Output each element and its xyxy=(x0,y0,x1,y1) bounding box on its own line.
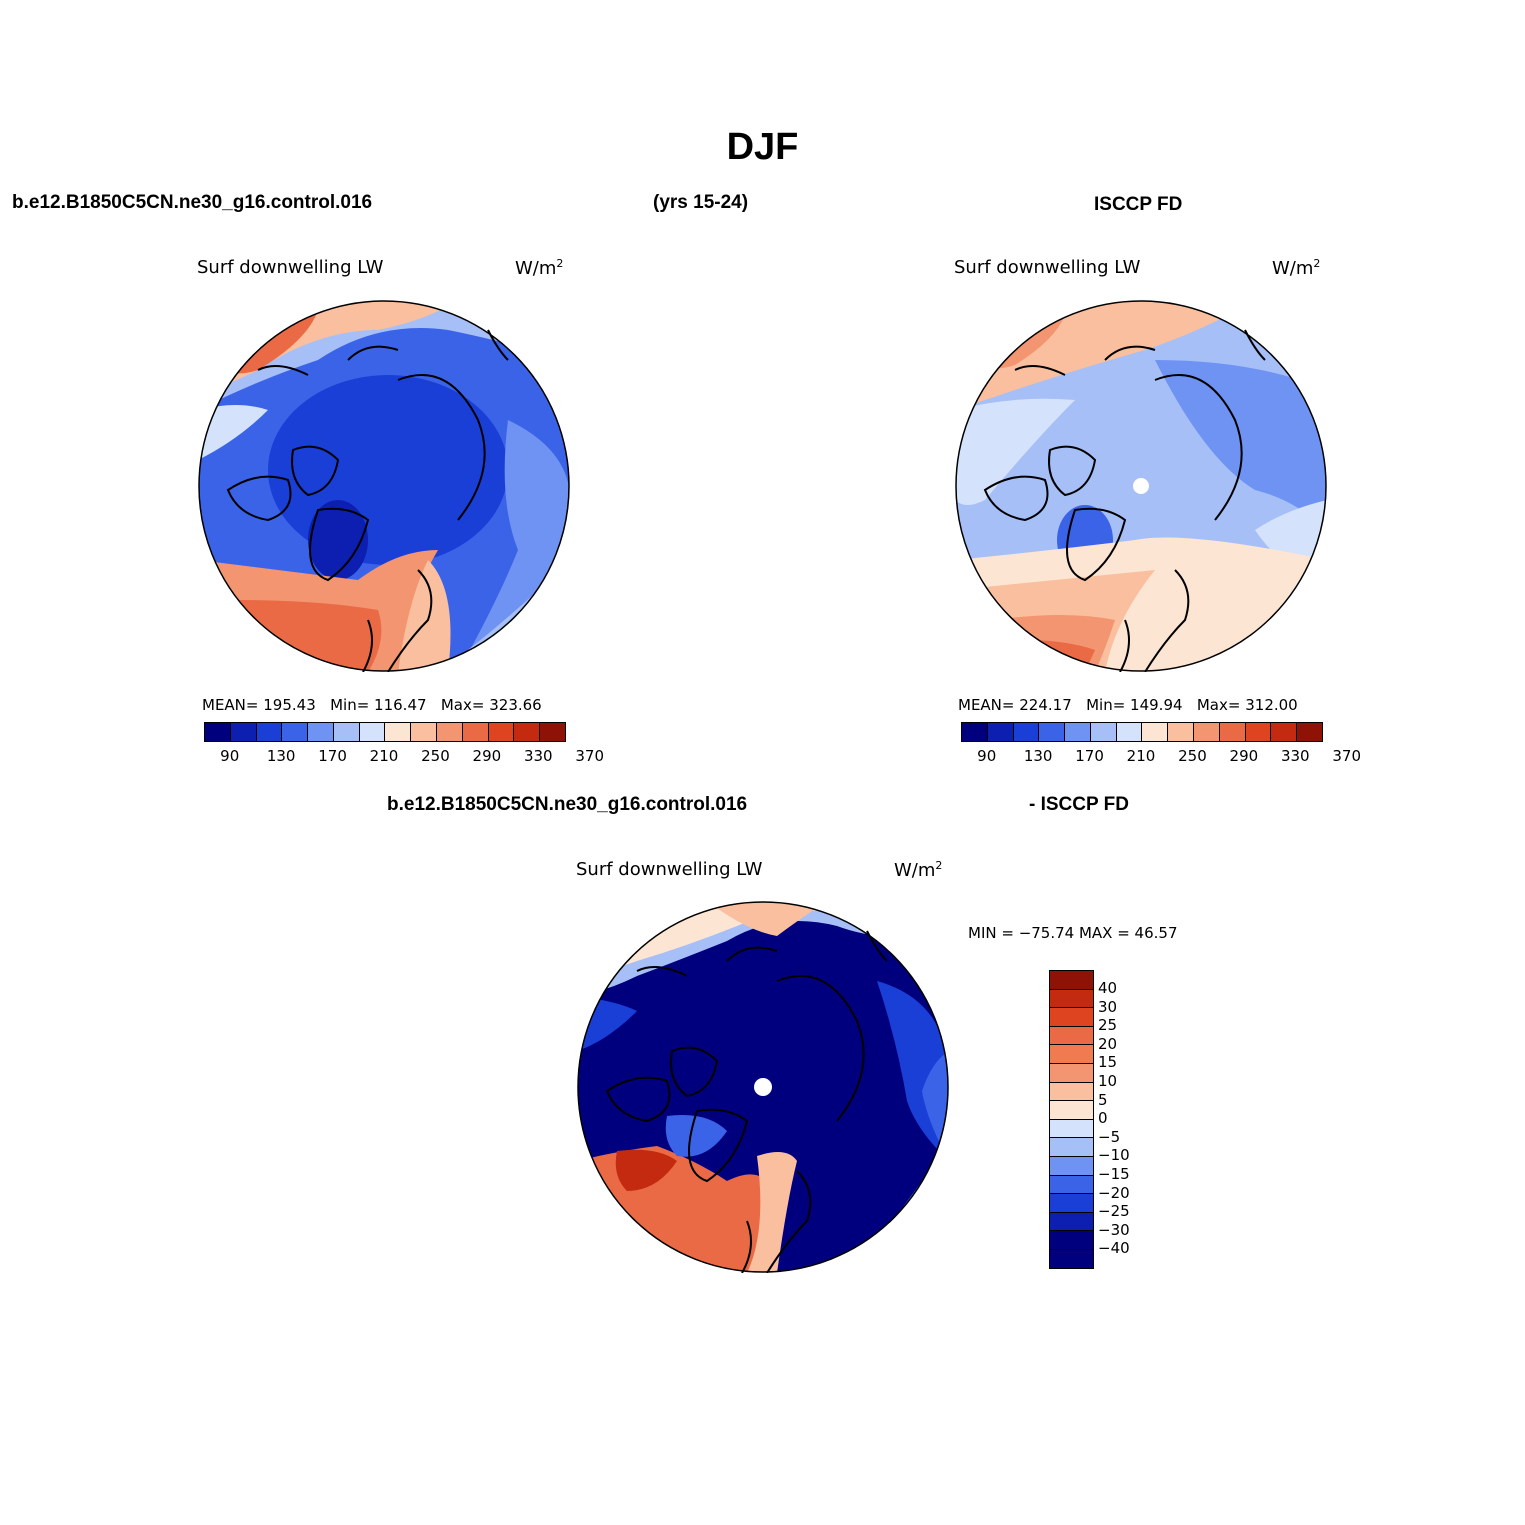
colorbar-tick-label: −10 xyxy=(1098,1146,1130,1165)
diff-case-name-label: b.e12.B1850C5CN.ne30_g16.control.016 xyxy=(387,794,748,815)
colorbar-tick-label: 90 xyxy=(977,747,997,765)
colorbar-tick-label: 250 xyxy=(421,747,450,765)
colorbar-tick-label: 370 xyxy=(1332,747,1362,765)
colorbar-tick-label: 20 xyxy=(1098,1034,1118,1053)
model-variable-label: Surf downwelling LW xyxy=(197,257,384,278)
model-polar-map xyxy=(198,300,570,672)
colorbar-tick-label: 170 xyxy=(1075,747,1104,765)
colorbar-tick-label: 210 xyxy=(369,747,399,765)
colorbar-swatch xyxy=(462,723,489,741)
colorbar-tick-label: 210 xyxy=(1126,747,1156,765)
colorbar-swatch xyxy=(385,723,412,741)
colorbar-swatch xyxy=(1039,723,1066,741)
colorbar-tick-label: −5 xyxy=(1098,1127,1121,1146)
colorbar-swatch xyxy=(1050,1119,1093,1139)
colorbar-swatch xyxy=(1050,1101,1093,1120)
colorbar-swatch xyxy=(1050,1212,1093,1232)
colorbar-swatch xyxy=(1050,1231,1093,1250)
colorbar-tick-label: 15 xyxy=(1098,1053,1118,1072)
obs-colorbar xyxy=(961,722,1323,742)
colorbar-swatch xyxy=(1013,723,1040,741)
years-label: (yrs 15-24) xyxy=(653,192,749,213)
colorbar-swatch xyxy=(1050,1045,1093,1064)
colorbar-swatch xyxy=(1271,723,1298,741)
colorbar-tick-label: −40 xyxy=(1098,1239,1130,1258)
colorbar-swatch xyxy=(1050,989,1093,1009)
obs-units-label: W/m2 xyxy=(1272,257,1321,279)
colorbar-swatch xyxy=(282,723,309,741)
obs-variable-label: Surf downwelling LW xyxy=(954,257,1141,278)
colorbar-swatch xyxy=(308,723,334,741)
diff-colorbar xyxy=(1049,970,1094,1269)
colorbar-tick-label: −20 xyxy=(1098,1183,1130,1202)
colorbar-swatch xyxy=(359,723,386,741)
colorbar-swatch xyxy=(1168,723,1195,741)
colorbar-tick-label: 0 xyxy=(1098,1109,1108,1128)
colorbar-tick-label: −15 xyxy=(1098,1165,1130,1183)
colorbar-swatch xyxy=(1050,1249,1093,1268)
case-name-label: b.e12.B1850C5CN.ne30_g16.control.016 xyxy=(12,192,373,213)
colorbar-tick-label: 5 xyxy=(1098,1090,1108,1109)
diff-minmax: MIN = −75.74 MAX = 46.57 xyxy=(968,924,1178,942)
colorbar-swatch xyxy=(1050,1175,1093,1195)
colorbar-swatch xyxy=(1142,723,1169,741)
colorbar-swatch xyxy=(1090,723,1117,741)
diff-obs-name-label: - ISCCP FD xyxy=(1029,794,1129,815)
colorbar-swatch xyxy=(1050,1026,1093,1046)
colorbar-tick-label: 130 xyxy=(1023,747,1053,765)
obs-name-label: ISCCP FD xyxy=(1094,194,1183,215)
colorbar-swatch xyxy=(1194,723,1220,741)
colorbar-tick-label: 170 xyxy=(318,747,347,765)
colorbar-swatch xyxy=(1065,723,1091,741)
colorbar-swatch xyxy=(1050,971,1093,990)
colorbar-swatch xyxy=(1050,1194,1093,1213)
colorbar-swatch xyxy=(1219,723,1246,741)
colorbar-tick-label: 40 xyxy=(1098,979,1118,997)
colorbar-swatch xyxy=(256,723,283,741)
colorbar-swatch xyxy=(1050,1063,1093,1083)
colorbar-swatch xyxy=(987,723,1014,741)
colorbar-tick-label: 30 xyxy=(1098,997,1118,1016)
colorbar-tick-label: 250 xyxy=(1178,747,1207,765)
colorbar-swatch xyxy=(1050,1082,1093,1102)
colorbar-swatch xyxy=(230,723,257,741)
colorbar-tick-label: 290 xyxy=(472,747,502,765)
obs-polar-map xyxy=(955,300,1327,672)
colorbar-tick-label: 90 xyxy=(220,747,240,765)
colorbar-swatch xyxy=(1050,1156,1093,1176)
colorbar-swatch xyxy=(437,723,463,741)
colorbar-swatch xyxy=(411,723,438,741)
diff-polar-map xyxy=(577,901,949,1273)
colorbar-swatch xyxy=(514,723,541,741)
colorbar-swatch xyxy=(488,723,515,741)
colorbar-swatch xyxy=(1050,1008,1093,1027)
colorbar-swatch xyxy=(205,723,231,741)
colorbar-tick-label: −30 xyxy=(1098,1220,1130,1239)
model-stats: MEAN= 195.43 Min= 116.47 Max= 323.66 xyxy=(202,696,542,714)
colorbar-tick-label: 130 xyxy=(266,747,296,765)
colorbar-tick-label: 25 xyxy=(1098,1016,1118,1035)
model-colorbar xyxy=(204,722,566,742)
colorbar-tick-label: 10 xyxy=(1098,1072,1118,1090)
colorbar-swatch xyxy=(540,723,565,741)
colorbar-tick-label: −25 xyxy=(1098,1202,1130,1221)
figure-title: DJF xyxy=(726,126,799,168)
colorbar-swatch xyxy=(1116,723,1143,741)
colorbar-swatch xyxy=(1050,1138,1093,1157)
colorbar-tick-label: 370 xyxy=(575,747,605,765)
colorbar-tick-label: 330 xyxy=(523,747,553,765)
colorbar-tick-label: 290 xyxy=(1229,747,1259,765)
diff-units-label: W/m2 xyxy=(894,859,943,881)
obs-stats: MEAN= 224.17 Min= 149.94 Max= 312.00 xyxy=(958,696,1298,714)
colorbar-swatch xyxy=(333,723,360,741)
diff-variable-label: Surf downwelling LW xyxy=(576,859,763,880)
colorbar-swatch xyxy=(1245,723,1272,741)
colorbar-swatch xyxy=(962,723,988,741)
colorbar-tick-label: 330 xyxy=(1280,747,1310,765)
model-units-label: W/m2 xyxy=(515,257,564,279)
colorbar-swatch xyxy=(1297,723,1322,741)
